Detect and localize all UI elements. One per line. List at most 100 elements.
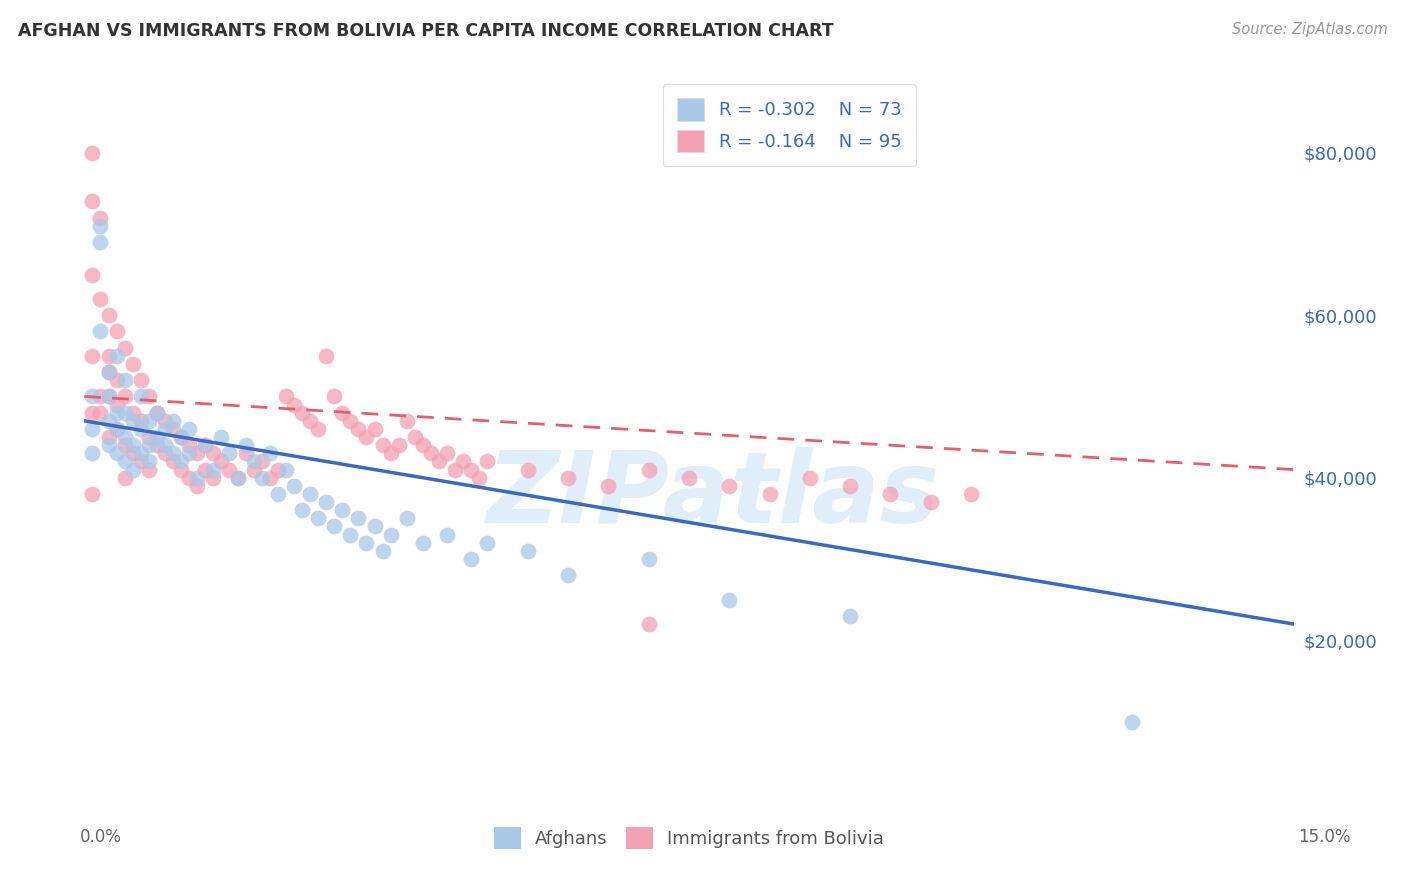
- Point: [404, 430, 426, 444]
- Point: [138, 454, 160, 468]
- Point: [114, 341, 136, 355]
- Point: [412, 535, 434, 549]
- Point: [105, 398, 128, 412]
- Point: [315, 349, 337, 363]
- Point: [339, 527, 361, 541]
- Point: [114, 438, 136, 452]
- Point: [170, 454, 193, 468]
- Point: [146, 438, 169, 452]
- Text: AFGHAN VS IMMIGRANTS FROM BOLIVIA PER CAPITA INCOME CORRELATION CHART: AFGHAN VS IMMIGRANTS FROM BOLIVIA PER CA…: [18, 22, 834, 40]
- Point: [89, 389, 111, 403]
- Point: [82, 145, 104, 160]
- Point: [162, 422, 184, 436]
- Point: [209, 430, 232, 444]
- Point: [347, 422, 370, 436]
- Point: [267, 487, 290, 501]
- Point: [363, 519, 385, 533]
- Point: [97, 308, 120, 322]
- Point: [194, 438, 217, 452]
- Point: [468, 471, 491, 485]
- Point: [105, 422, 128, 436]
- Point: [153, 446, 176, 460]
- Point: [97, 349, 120, 363]
- Point: [323, 519, 346, 533]
- Point: [678, 471, 700, 485]
- Point: [97, 389, 120, 403]
- Point: [146, 406, 169, 420]
- Point: [105, 373, 128, 387]
- Point: [307, 511, 329, 525]
- Point: [179, 422, 201, 436]
- Point: [105, 349, 128, 363]
- Point: [129, 414, 152, 428]
- Point: [138, 462, 160, 476]
- Point: [121, 462, 143, 476]
- Point: [170, 462, 193, 476]
- Point: [97, 430, 120, 444]
- Point: [82, 487, 104, 501]
- Point: [121, 446, 143, 460]
- Point: [299, 487, 322, 501]
- Point: [799, 471, 821, 485]
- Point: [153, 422, 176, 436]
- Point: [839, 608, 862, 623]
- Text: ZIPatlas: ZIPatlas: [486, 447, 939, 544]
- Point: [114, 454, 136, 468]
- Point: [259, 471, 281, 485]
- Point: [170, 430, 193, 444]
- Point: [89, 292, 111, 306]
- Point: [388, 438, 411, 452]
- Point: [89, 219, 111, 233]
- Point: [412, 438, 434, 452]
- Point: [460, 462, 482, 476]
- Point: [170, 430, 193, 444]
- Point: [105, 406, 128, 420]
- Point: [363, 422, 385, 436]
- Point: [380, 446, 402, 460]
- Point: [879, 487, 901, 501]
- Point: [460, 552, 482, 566]
- Point: [380, 527, 402, 541]
- Point: [477, 454, 499, 468]
- Point: [105, 422, 128, 436]
- Point: [371, 544, 394, 558]
- Point: [82, 446, 104, 460]
- Point: [557, 568, 579, 582]
- Point: [420, 446, 443, 460]
- Point: [637, 552, 659, 566]
- Point: [920, 495, 942, 509]
- Point: [162, 446, 184, 460]
- Point: [89, 406, 111, 420]
- Point: [356, 535, 378, 549]
- Point: [274, 389, 297, 403]
- Point: [129, 446, 152, 460]
- Point: [718, 479, 741, 493]
- Point: [153, 414, 176, 428]
- Point: [138, 438, 160, 452]
- Point: [1121, 714, 1143, 729]
- Point: [146, 406, 169, 420]
- Point: [395, 414, 418, 428]
- Point: [162, 454, 184, 468]
- Point: [218, 446, 240, 460]
- Point: [202, 462, 225, 476]
- Point: [97, 438, 120, 452]
- Point: [235, 438, 257, 452]
- Point: [758, 487, 780, 501]
- Point: [89, 211, 111, 225]
- Point: [839, 479, 862, 493]
- Point: [105, 325, 128, 339]
- Point: [97, 389, 120, 403]
- Point: [202, 471, 225, 485]
- Point: [323, 389, 346, 403]
- Point: [218, 462, 240, 476]
- Point: [637, 617, 659, 632]
- Point: [105, 446, 128, 460]
- Text: 15.0%: 15.0%: [1298, 828, 1351, 846]
- Point: [114, 471, 136, 485]
- Point: [291, 406, 314, 420]
- Point: [347, 511, 370, 525]
- Point: [274, 462, 297, 476]
- Point: [283, 479, 305, 493]
- Point: [307, 422, 329, 436]
